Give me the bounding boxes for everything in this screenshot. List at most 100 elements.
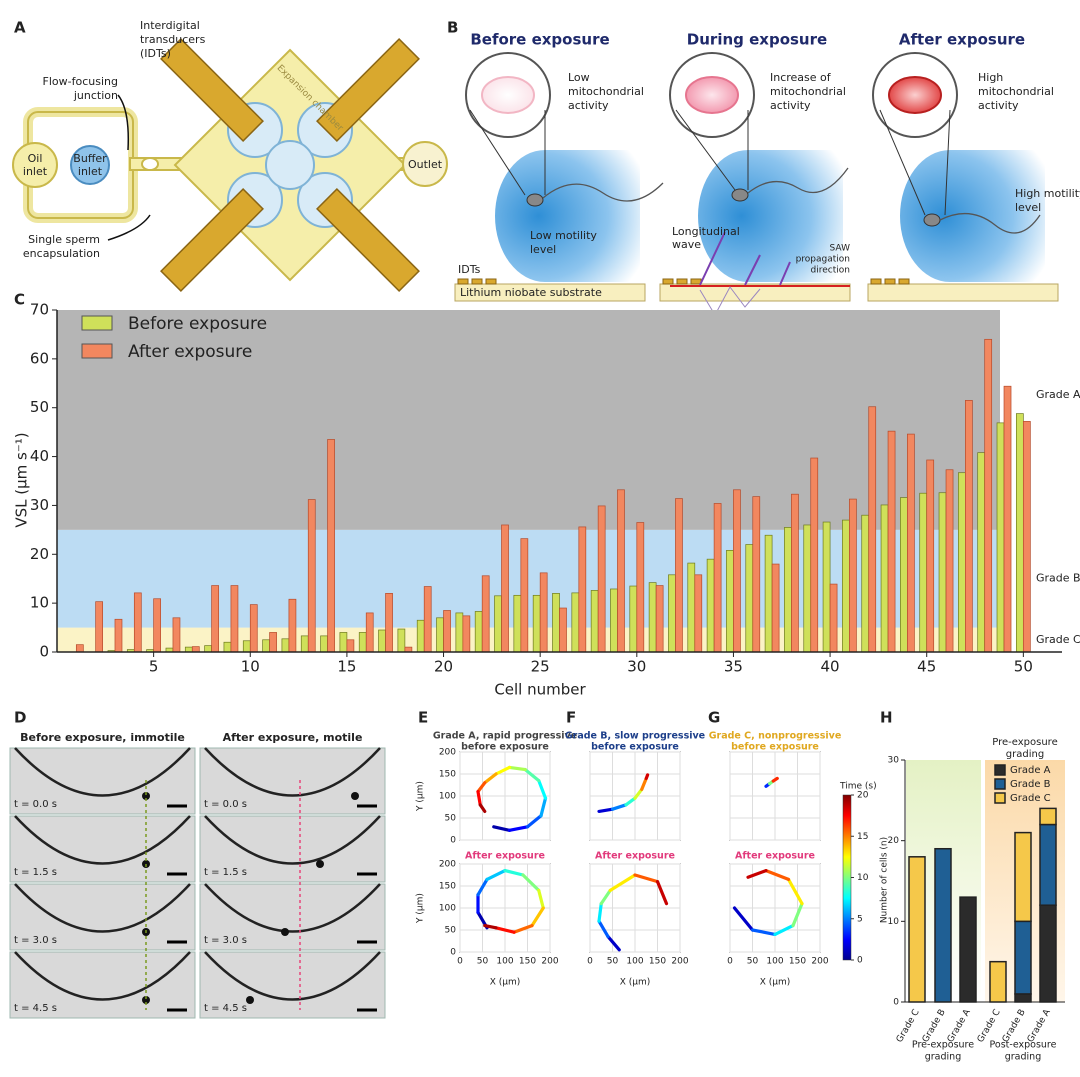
x-tick-label: 200 bbox=[541, 957, 558, 967]
bar bbox=[842, 519, 850, 653]
bar bbox=[443, 610, 451, 653]
legend-swatch bbox=[994, 792, 1006, 804]
bar bbox=[617, 489, 625, 653]
droplet-edge bbox=[14, 815, 191, 865]
panel-letter: B bbox=[447, 19, 458, 37]
plot-title: Grade A, rapid progressive bbox=[433, 731, 577, 742]
panel-letter: D bbox=[14, 709, 26, 727]
bar bbox=[648, 582, 657, 653]
trajectory-segment bbox=[791, 901, 804, 928]
plot-title: before exposure bbox=[591, 742, 679, 753]
x-tick-label: 200 bbox=[671, 957, 688, 967]
trajectory-segment bbox=[608, 873, 637, 893]
stacked-bar bbox=[1014, 993, 1032, 1003]
time-label: t = 4.5 s bbox=[204, 1003, 247, 1014]
bar bbox=[436, 617, 444, 653]
colorbar-label: Time (s) bbox=[839, 782, 877, 792]
plot-title: before exposure bbox=[461, 742, 549, 753]
outlet-label: Outlet bbox=[408, 158, 443, 171]
microscopy-frame bbox=[199, 951, 386, 1019]
bar bbox=[938, 492, 947, 653]
stacked-bar bbox=[989, 960, 1007, 1003]
bar bbox=[713, 503, 722, 653]
y-tick-label: 50 bbox=[30, 398, 49, 416]
bar bbox=[397, 628, 406, 653]
mito-label: Increase of bbox=[770, 71, 832, 84]
bar bbox=[481, 575, 490, 653]
y-tick-label: 100 bbox=[439, 792, 456, 802]
droplet-edge bbox=[14, 951, 191, 1001]
legend-label: Grade B bbox=[1010, 779, 1051, 790]
trajectory-segment bbox=[655, 879, 669, 906]
bar bbox=[887, 430, 896, 653]
oil-inlet-label: Oil bbox=[28, 152, 43, 165]
bar bbox=[687, 562, 696, 653]
bar bbox=[900, 497, 908, 653]
droplet-edge bbox=[204, 951, 381, 1001]
junction-label: Flow-focusing bbox=[43, 75, 118, 88]
trajectory-segment bbox=[512, 923, 534, 934]
y-tick-label: 30 bbox=[30, 496, 49, 514]
trajectory-segment bbox=[485, 868, 507, 882]
trajectory-segment bbox=[537, 778, 548, 800]
stage-title: Before exposure bbox=[470, 31, 609, 49]
panel-letter: H bbox=[880, 709, 893, 727]
bar bbox=[385, 593, 393, 653]
panel-letter: F bbox=[566, 709, 576, 727]
stacked-bar bbox=[908, 856, 926, 1003]
x-tick-label: 100 bbox=[496, 957, 513, 967]
oil-inlet-label: inlet bbox=[23, 165, 48, 178]
bar bbox=[75, 644, 84, 653]
bar bbox=[300, 635, 309, 653]
y-tick-label: 10 bbox=[30, 594, 49, 612]
trajectory-segment bbox=[503, 868, 525, 877]
idt-label: Interdigital bbox=[140, 19, 200, 32]
bar bbox=[977, 452, 986, 653]
time-label: t = 0.0 s bbox=[204, 799, 247, 810]
trajectory-segment bbox=[483, 772, 498, 785]
bar bbox=[655, 585, 664, 653]
trajectory-segment bbox=[478, 803, 487, 814]
x-axis-label: X (μm) bbox=[760, 978, 791, 988]
bar bbox=[494, 595, 502, 653]
x-tick-label: 40 bbox=[821, 658, 840, 676]
stage-title: During exposure bbox=[687, 31, 827, 49]
trajectory-segment bbox=[597, 919, 610, 939]
x-axis-label: Cell number bbox=[494, 681, 586, 699]
bar bbox=[610, 588, 618, 653]
x-tick-label: 100 bbox=[766, 957, 783, 967]
bar bbox=[803, 524, 812, 653]
bar bbox=[288, 598, 297, 653]
bar bbox=[745, 544, 754, 653]
bar bbox=[945, 469, 954, 653]
droplet-edge bbox=[204, 815, 381, 865]
trajectory-segment bbox=[750, 928, 777, 937]
x-tick-label: 5 bbox=[149, 658, 159, 676]
trajectory-segment bbox=[525, 814, 543, 829]
bar bbox=[223, 641, 232, 653]
bar bbox=[378, 629, 386, 653]
trajectory-segment bbox=[633, 873, 660, 884]
bar bbox=[416, 619, 425, 653]
group-label: Post-exposure bbox=[990, 1040, 1057, 1051]
bar bbox=[133, 592, 142, 653]
trajectory-segment bbox=[610, 803, 628, 811]
trajectory-segment bbox=[786, 877, 804, 906]
mito-label: mitochondrial bbox=[770, 85, 846, 98]
motility-label: level bbox=[1015, 201, 1041, 214]
y-axis-label: Number of cells (n) bbox=[880, 837, 890, 923]
mito-label: activity bbox=[770, 99, 811, 112]
bar bbox=[880, 504, 889, 653]
y-tick-label: 40 bbox=[30, 447, 49, 465]
x-tick-label: 100 bbox=[626, 957, 643, 967]
idts-label: IDTs bbox=[458, 263, 481, 276]
y-tick-label: 60 bbox=[30, 349, 49, 367]
y-tick-label: 50 bbox=[445, 926, 457, 936]
mito-label: mitochondrial bbox=[978, 85, 1054, 98]
trajectory-segment bbox=[537, 888, 545, 910]
trajectory-segment bbox=[476, 781, 487, 794]
droplet-edge bbox=[204, 747, 381, 797]
mito-label: activity bbox=[978, 99, 1019, 112]
x-tick-label: 150 bbox=[649, 957, 666, 967]
